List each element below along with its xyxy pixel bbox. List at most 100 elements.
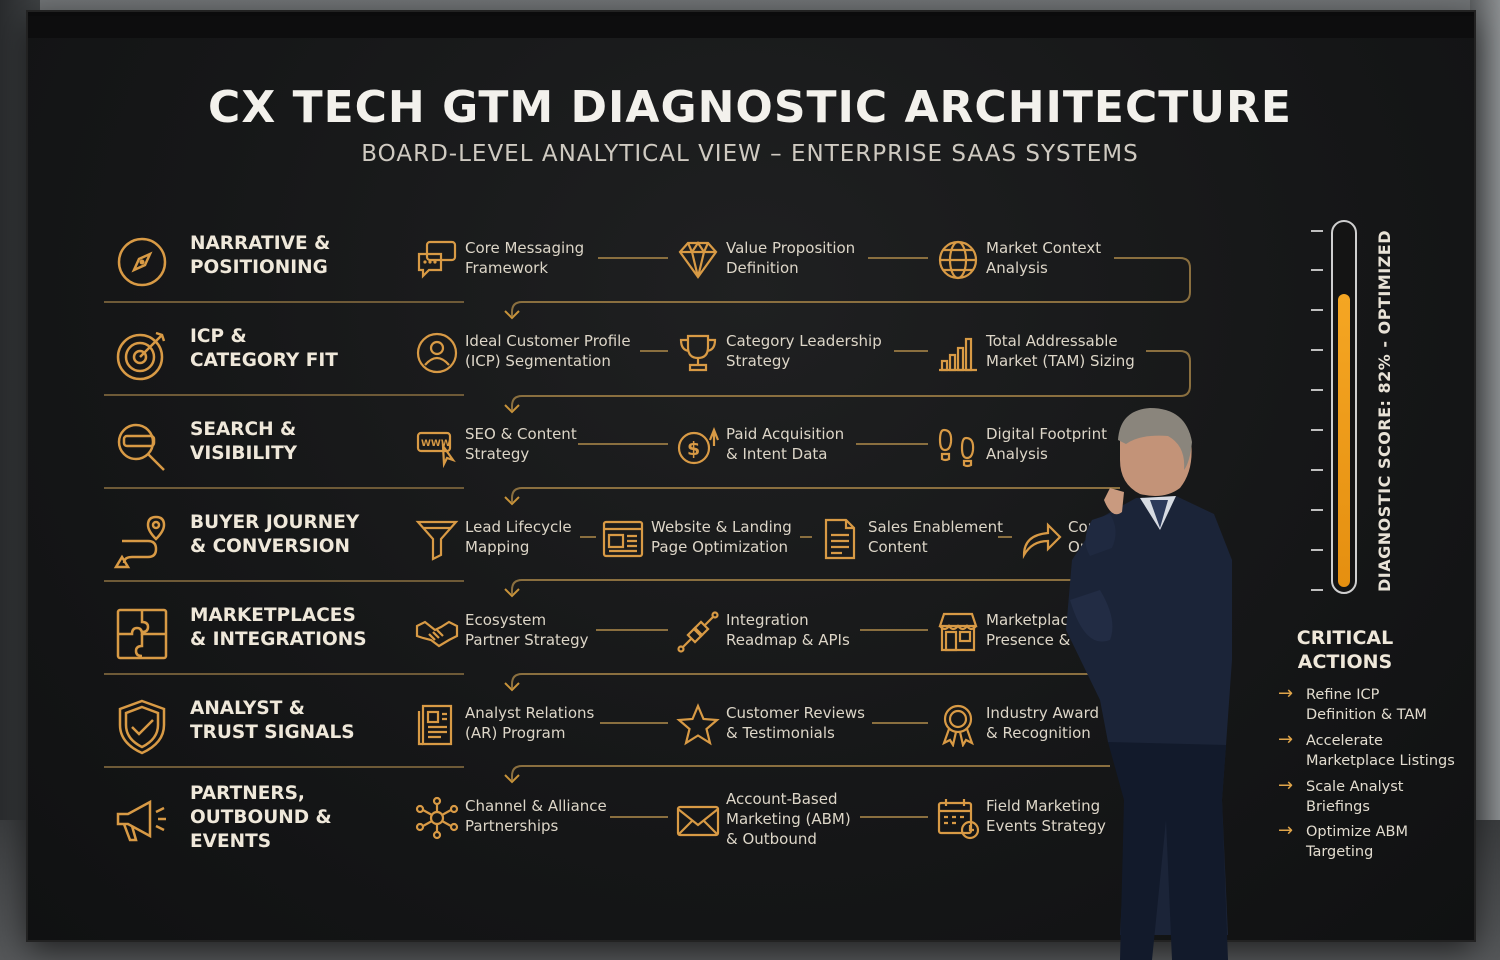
critical-action-item: → Scale Analyst Briefings — [1278, 775, 1468, 821]
item-label: Ecosystem Partner Strategy — [465, 611, 589, 649]
item-ecosystem-partner: Ecosystem Partner Strategy — [415, 610, 655, 664]
handshake-icon — [415, 620, 459, 648]
category-label: PARTNERS, OUTBOUND & EVENTS — [190, 783, 332, 852]
item-label: Analyst Relations (AR) Program — [465, 704, 595, 742]
critical-action-text: Refine ICP Definition & TAM — [1306, 687, 1427, 723]
item-label: Field Marketing Events Strategy — [986, 797, 1106, 835]
item-label: Integration Readmap & APIs — [726, 611, 850, 649]
item-label: Account-Based Marketing (ABM) & Outbound — [726, 790, 851, 848]
gauge-tick — [1311, 269, 1323, 271]
arrow-right-icon: → — [1278, 775, 1294, 796]
globe-icon — [938, 240, 978, 280]
category-partners-outbound-events: PARTNERS, OUTBOUND & EVENTS — [112, 776, 402, 866]
item-channel-alliance: Channel & Alliance Partnerships — [415, 796, 655, 850]
dollar-icon: $ — [677, 427, 720, 465]
item-lead-lifecycle: Lead Lifecycle Mapping — [415, 517, 655, 571]
critical-actions-title: CRITICAL ACTIONS — [1296, 627, 1394, 673]
calendar-icon — [937, 799, 980, 840]
category-search-visibility: SEARCH & VISIBILITY — [112, 412, 402, 482]
gauge-tick — [1311, 349, 1323, 351]
network-hub-icon — [415, 796, 459, 840]
svg-text:$: $ — [687, 438, 700, 460]
item-label: Ideal Customer Profile (ICP) Segmentatio… — [465, 332, 631, 370]
item-label: Channel & Alliance Partnerships — [465, 797, 607, 835]
item-label: Customer Reviews & Testimonials — [726, 704, 865, 742]
item-customer-reviews: Customer Reviews & Testimonials — [676, 703, 916, 757]
item-label: Paid Acquisition & Intent Data — [726, 425, 845, 463]
item-website-landing: Website & Landing Page Optimization — [601, 517, 841, 571]
item-label: Total Addressable Market (TAM) Sizing — [986, 332, 1135, 370]
item-label: Category Leadership Strategy — [726, 332, 882, 370]
storefront-icon — [938, 612, 978, 652]
item-label: SEO & Content Strategy — [465, 425, 577, 463]
item-tam-sizing: Total Addressable Market (TAM) Sizing — [936, 331, 1176, 385]
webpage-icon — [602, 520, 644, 558]
target-icon — [116, 331, 166, 381]
item-label: Digital Footprint Analysis — [986, 425, 1107, 463]
item-paid-acquisition: $ Paid Acquisition & Intent Data — [676, 424, 916, 478]
critical-action-item: → Refine ICP Definition & TAM — [1278, 683, 1468, 729]
funnel-icon — [415, 520, 459, 561]
trophy-icon — [679, 334, 717, 372]
item-label: Market Context Analysis — [986, 239, 1102, 277]
item-integration-roadmap: Integration Readmap & APIs — [676, 610, 916, 664]
compass-icon — [117, 237, 167, 287]
category-analyst-trust: ANALYST & TRUST SIGNALS — [112, 691, 402, 761]
category-label: MARKETPLACES & INTEGRATIONS — [190, 605, 367, 650]
item-icp-segmentation: Ideal Customer Profile (ICP) Segmentatio… — [415, 331, 655, 385]
critical-action-item: → Optimize ABM Targeting — [1278, 820, 1468, 866]
item-industry-award: Industry Award & Recognition — [936, 703, 1106, 757]
journey-path-icon — [113, 515, 166, 569]
bar-chart-icon — [939, 337, 977, 372]
award-ribbon-icon — [942, 704, 974, 747]
critical-action-text: Scale Analyst Briefings — [1306, 779, 1404, 815]
api-connector-icon — [677, 611, 719, 653]
critical-action-text: Optimize ABM Targeting — [1306, 824, 1409, 860]
www-cursor-icon: WWW — [416, 431, 456, 468]
row-divider — [104, 394, 464, 396]
wall-right — [1470, 0, 1500, 960]
item-digital-footprint: Digital Footprint Analysis — [936, 424, 1176, 478]
magnifier-icon — [117, 423, 165, 471]
diagnostic-score-gauge — [1331, 220, 1357, 594]
gauge-tick — [1311, 309, 1323, 311]
category-label: ANALYST & TRUST SIGNALS — [190, 698, 355, 743]
item-market-context: Market Context Analysis — [936, 238, 1176, 292]
page-subtitle: BOARD-LEVEL ANALYTICAL VIEW – ENTERPRISE… — [361, 141, 1139, 167]
gauge-tick — [1311, 549, 1323, 551]
item-category-leadership: Category Leadership Strategy — [676, 331, 916, 385]
gauge-tick — [1311, 469, 1323, 471]
gauge-tick — [1311, 389, 1323, 391]
gauge-fill — [1338, 293, 1350, 587]
diamond-icon — [678, 241, 718, 279]
item-label: Lead Lifecycle Mapping — [465, 518, 572, 556]
chat-bubbles-icon — [417, 240, 457, 279]
category-marketplaces-integrations: MARKETPLACES & INTEGRATIONS — [112, 598, 402, 668]
item-sales-enablement: Sales Enablement Content — [818, 517, 1058, 571]
item-value-proposition: Value Proposition Definition — [676, 238, 916, 292]
category-label: SEARCH & VISIBILITY — [190, 419, 298, 464]
item-label: Industry Award & Recognition — [986, 704, 1100, 742]
report-icon — [417, 704, 453, 746]
row-divider — [104, 301, 464, 303]
category-narrative-positioning: NARRATIVE & POSITIONING — [112, 226, 402, 296]
board-top-bar — [28, 16, 1474, 38]
category-label: NARRATIVE & POSITIONING — [190, 233, 331, 278]
arrow-right-icon: → — [1278, 820, 1294, 841]
megaphone-icon — [116, 799, 166, 842]
page-title: CX TECH GTM DIAGNOSTIC ARCHITECTURE — [208, 82, 1292, 133]
display-board — [28, 12, 1474, 940]
gauge-tick — [1311, 230, 1323, 232]
envelope-icon — [676, 805, 720, 837]
share-arrow-icon — [1022, 522, 1062, 560]
item-label: Website & Landing Page Optimization — [651, 518, 792, 556]
row-divider — [104, 487, 464, 489]
star-icon — [676, 703, 720, 746]
businessman-body — [1066, 408, 1232, 960]
item-seo-content: WWW SEO & Content Strategy — [415, 424, 655, 478]
gauge-tick — [1311, 589, 1323, 591]
row-divider — [104, 766, 464, 768]
arrow-right-icon: → — [1278, 729, 1294, 750]
